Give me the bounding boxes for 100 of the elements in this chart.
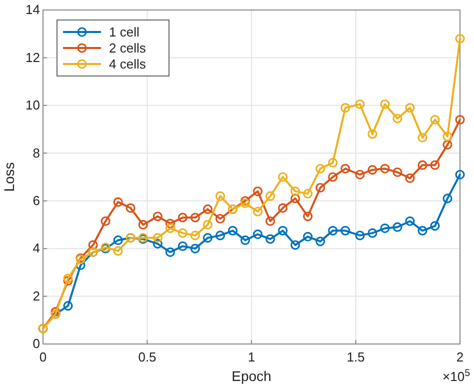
point (328, 158, 338, 168)
point (290, 194, 300, 204)
x-tick-label: 2 (456, 349, 464, 364)
point (165, 218, 175, 228)
point (152, 239, 162, 249)
point (63, 301, 73, 311)
point (328, 172, 338, 182)
point (355, 170, 365, 180)
point (405, 103, 415, 113)
point (178, 241, 188, 251)
text: ×10$^{5}$ (442, 368, 471, 384)
point (405, 173, 415, 183)
point (190, 212, 200, 222)
point (190, 230, 200, 240)
point (392, 167, 402, 178)
point (215, 230, 226, 240)
point (368, 165, 378, 175)
point (430, 114, 440, 125)
point (265, 216, 276, 226)
point (340, 164, 350, 174)
y-tick-label: 4 (32, 240, 40, 256)
point (265, 191, 276, 201)
point (418, 226, 428, 236)
point (328, 226, 338, 236)
point (418, 132, 428, 142)
point (113, 246, 123, 256)
legend-label: 4 cells (109, 56, 146, 72)
point (340, 226, 350, 236)
point (113, 197, 123, 207)
point (228, 226, 238, 236)
point (138, 220, 148, 230)
point (455, 114, 465, 125)
point (455, 170, 465, 180)
point (240, 235, 250, 246)
point (165, 247, 175, 257)
y-tick-label: 12 (26, 50, 40, 65)
point (113, 235, 123, 246)
point (202, 220, 213, 230)
point (178, 228, 188, 238)
point (88, 240, 98, 250)
legend-label: 2 cells (109, 40, 146, 56)
x-tick-label: 0.5 (138, 349, 156, 364)
y-tick-label: 8 (32, 145, 40, 160)
point (316, 236, 326, 246)
point (442, 132, 452, 142)
point (430, 160, 440, 170)
point (63, 274, 73, 284)
point (252, 186, 263, 196)
point (455, 34, 465, 44)
point (265, 234, 276, 244)
point (405, 216, 415, 226)
point (100, 216, 110, 226)
x-axis-title: Epoch (232, 368, 272, 384)
legend-label: 1 cell (109, 24, 140, 40)
point (278, 226, 288, 236)
point (380, 224, 390, 234)
point (303, 188, 313, 198)
point (368, 129, 378, 139)
point (418, 160, 428, 170)
point (316, 164, 326, 174)
point (278, 203, 288, 213)
x-tick-label: 1.5 (346, 349, 365, 364)
point (442, 140, 452, 150)
y-tick-label: 2 (32, 288, 40, 304)
point (355, 99, 365, 110)
point (165, 224, 175, 234)
point (303, 232, 313, 242)
y-tick-label: 0 (32, 336, 40, 352)
point (303, 212, 313, 222)
point (430, 221, 440, 231)
point (368, 228, 378, 238)
point (252, 229, 263, 240)
point (202, 204, 213, 214)
y-axis-title: Loss (1, 162, 17, 192)
point (190, 244, 200, 254)
x-tick-label: 1 (248, 349, 256, 364)
point (442, 194, 452, 204)
point (290, 240, 300, 250)
point (63, 276, 73, 286)
y-tick-label: 14 (26, 2, 40, 18)
point (240, 198, 250, 208)
point (152, 233, 162, 243)
point (202, 233, 213, 243)
point (392, 222, 402, 232)
point (316, 182, 326, 193)
point (380, 164, 390, 174)
point (178, 212, 188, 222)
point (355, 230, 365, 240)
point (76, 260, 86, 270)
point (215, 191, 226, 201)
y-tick-label: 10 (26, 98, 40, 113)
point (152, 212, 162, 222)
point (126, 203, 136, 213)
point (252, 206, 263, 216)
point (278, 172, 288, 182)
point (290, 186, 300, 196)
point (215, 214, 226, 224)
point (380, 99, 390, 110)
y-tick-label: 6 (32, 193, 40, 208)
point (340, 103, 350, 113)
